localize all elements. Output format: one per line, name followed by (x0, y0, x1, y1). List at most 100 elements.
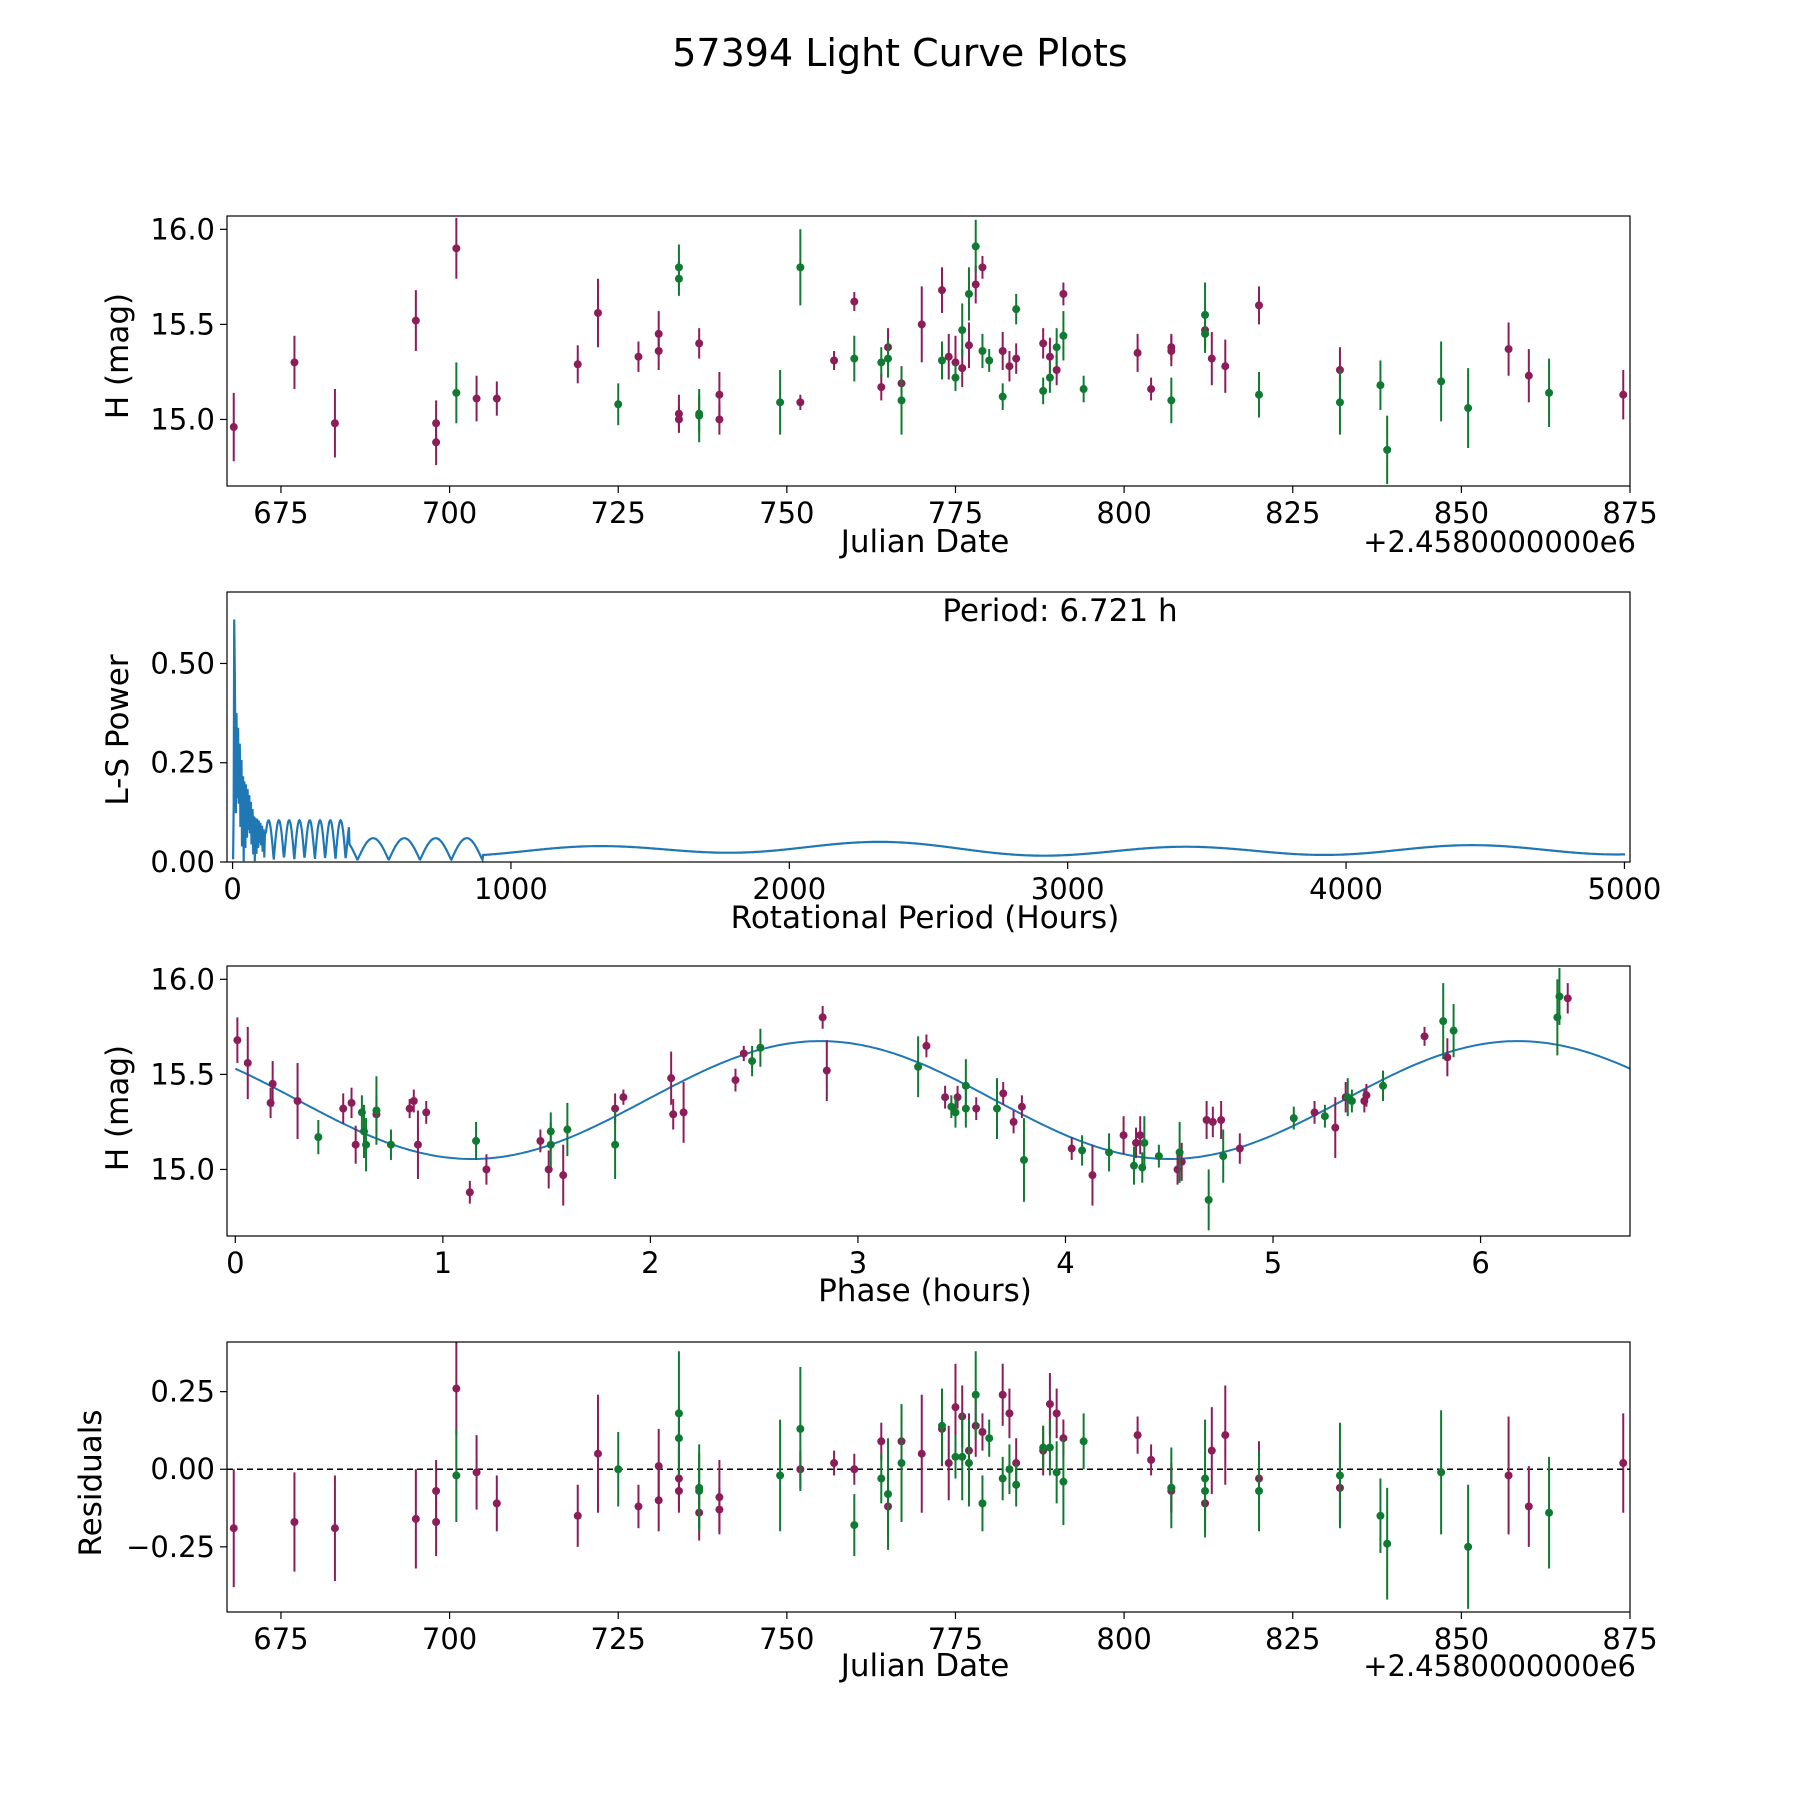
data-point-band_a (944, 1459, 953, 1468)
data-point-band_b (314, 1133, 323, 1142)
data-point-band_b (1289, 1114, 1298, 1123)
x-tick-label: 825 (1265, 496, 1320, 530)
x-tick-label: 3 (849, 1246, 867, 1280)
data-point-band_b (951, 373, 960, 382)
phase-fold-plot-area: 0 1 2 3 4 5 6 15.0 15.5 16.0 (150, 962, 1631, 1280)
data-point-band_a (715, 390, 724, 399)
data-point-band_b (1079, 385, 1088, 394)
data-point-band_a (330, 1524, 339, 1533)
data-point-band_a (268, 1079, 277, 1088)
data-point-band_a (1563, 994, 1572, 1003)
data-point-band_b (964, 289, 973, 298)
data-point-band_b (1140, 1138, 1149, 1147)
y-tick-label: 0.50 (150, 646, 215, 680)
data-point-band_b (947, 1102, 956, 1111)
data-point-band_b (611, 1140, 620, 1149)
data-point-band_b (1545, 1508, 1554, 1517)
data-point-band_a (1207, 354, 1216, 363)
plot-marks (233, 967, 1630, 1231)
data-point-band_a (1088, 1171, 1097, 1180)
data-point-band_a (536, 1136, 545, 1145)
data-point-band_b (978, 347, 987, 355)
data-point-band_a (1052, 1409, 1061, 1418)
x-tick-label: 850 (1434, 496, 1489, 530)
axes-frame (226, 591, 1631, 863)
y-tick-label: −0.25 (126, 1530, 215, 1564)
data-point-band_b (372, 1106, 381, 1115)
data-point-band_a (978, 1428, 987, 1436)
residuals-offset-text: +2.4580000000e6 (1363, 1649, 1636, 1683)
data-point-band_a (233, 1036, 242, 1045)
data-point-band_a (964, 341, 973, 350)
data-point-band_b (1045, 373, 1054, 382)
data-point-band_a (1147, 385, 1156, 394)
data-point-band_b (971, 1390, 980, 1399)
data-point-band_a (492, 1499, 501, 1508)
residuals-xlabel: Julian Date (839, 1648, 1010, 1684)
x-tick-label: 800 (1096, 1622, 1151, 1656)
x-tick-label: 5 (1264, 1246, 1282, 1280)
data-point-band_b (1129, 1161, 1138, 1170)
data-point-band_a (411, 1514, 420, 1523)
data-point-band_a (999, 1089, 1008, 1098)
data-point-band_a (634, 352, 643, 361)
data-point-band_a (229, 1524, 238, 1533)
residuals-panel: 675 700 725 750 775 800 825 850 875 −0.25 0.00 0.25… (73, 1341, 1658, 1684)
data-point-band_a (951, 1403, 960, 1412)
data-point-band_b (1555, 992, 1564, 1001)
data-point-band_a (593, 308, 602, 317)
data-point-band_a (1221, 1431, 1230, 1440)
x-tick-label: 1000 (474, 872, 548, 906)
data-point-band_b (961, 1081, 970, 1090)
plot-marks (229, 217, 1628, 485)
data-point-band_b (1379, 1081, 1388, 1090)
light-curve-ylabel: H (mag) (100, 293, 136, 419)
fit-model-line (234, 1040, 1630, 1160)
data-point-band_b (1059, 331, 1068, 340)
data-point-band_b (1045, 1443, 1054, 1452)
data-point-band_b (386, 1140, 395, 1149)
data-point-band_a (715, 1505, 724, 1514)
data-point-band_b (1464, 1542, 1473, 1551)
phase-fold-ylabel: H (mag) (100, 1045, 136, 1171)
x-tick-label: 4 (1056, 1246, 1074, 1280)
data-point-band_a (1017, 1102, 1026, 1111)
data-point-band_b (937, 356, 946, 365)
data-point-band_a (573, 360, 582, 369)
x-tick-label: 750 (759, 496, 814, 530)
data-point-band_a (1005, 362, 1014, 371)
axes-frame (226, 965, 1631, 1237)
data-point-band_b (1005, 1465, 1014, 1474)
x-tick-label: 2 (641, 1246, 659, 1280)
data-point-band_b (674, 274, 683, 283)
data-point-band_a (1005, 1409, 1014, 1418)
x-tick-label: 725 (591, 1622, 646, 1656)
data-point-band_a (850, 1465, 859, 1474)
data-point-band_b (877, 1474, 886, 1483)
data-point-band_a (1133, 1431, 1142, 1440)
y-tick-label: 15.5 (150, 1057, 215, 1091)
data-point-band_a (654, 1462, 663, 1471)
data-point-band_a (972, 1104, 981, 1113)
data-point-band_a (830, 1459, 839, 1468)
periodogram-ylabel: L-S Power (100, 654, 136, 805)
data-point-band_a (667, 1074, 676, 1083)
data-point-band_a (1045, 1400, 1054, 1409)
data-point-band_b (1204, 1195, 1213, 1204)
data-point-band_a (351, 1140, 360, 1149)
data-point-band_a (1504, 1471, 1513, 1480)
data-point-band_a (411, 316, 420, 325)
data-point-band_a (482, 1165, 491, 1174)
x-tick-label: 2000 (752, 872, 826, 906)
data-point-band_a (472, 1468, 481, 1477)
data-point-band_b (776, 1471, 785, 1480)
data-point-band_a (452, 1384, 461, 1393)
data-point-band_a (1039, 339, 1048, 348)
data-point-band_b (1545, 388, 1554, 397)
data-point-band_b (1449, 1026, 1458, 1035)
data-point-band_a (1208, 1117, 1217, 1126)
data-point-band_b (1059, 1477, 1068, 1486)
data-point-band_a (917, 1449, 926, 1458)
data-point-band_a (958, 364, 967, 373)
data-point-band_b (992, 1104, 1001, 1113)
